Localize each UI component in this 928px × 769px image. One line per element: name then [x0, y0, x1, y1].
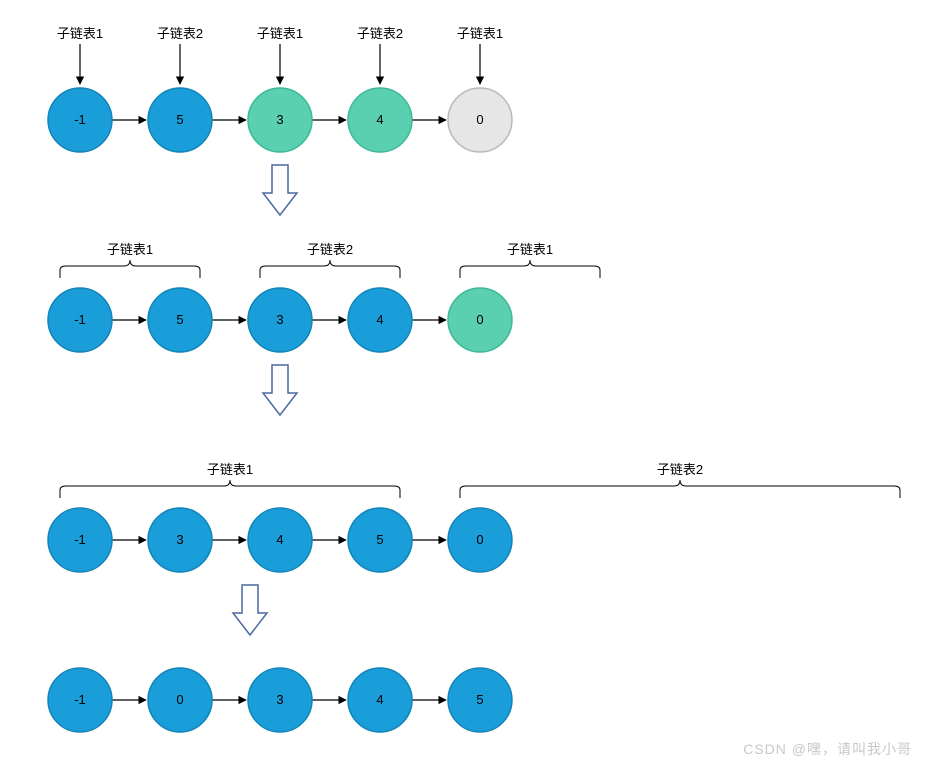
step-arrow-down-icon — [263, 365, 297, 415]
pointer-label: 子链表2 — [157, 26, 203, 41]
bracket-label: 子链表1 — [507, 242, 553, 257]
node-value: -1 — [74, 312, 86, 327]
node-value: -1 — [74, 112, 86, 127]
pointer-label: 子链表1 — [257, 26, 303, 41]
bracket-label: 子链表1 — [207, 462, 253, 477]
node-value: 0 — [176, 692, 183, 707]
bracket-label: 子链表1 — [107, 242, 153, 257]
bracket-label: 子链表2 — [657, 462, 703, 477]
step-arrow-down-icon — [263, 165, 297, 215]
watermark-text: CSDN @嘿，请叫我小哥 — [743, 739, 912, 759]
node-value: 4 — [276, 532, 283, 547]
pointer-label: 子链表1 — [457, 26, 503, 41]
node-value: 0 — [476, 532, 483, 547]
node-value: 5 — [376, 532, 383, 547]
node-value: 5 — [476, 692, 483, 707]
pointer-label: 子链表1 — [57, 26, 103, 41]
node-value: 3 — [276, 692, 283, 707]
diagram-canvas: -1 5 3 4 0 子链表1 子链表2 子链表1 子链表2 子链表1 -1 5 3 4 0 子链表1 子链表2… — [0, 0, 928, 769]
node-value: 3 — [176, 532, 183, 547]
group-bracket — [460, 480, 900, 498]
group-bracket — [60, 260, 200, 278]
node-value: 5 — [176, 112, 183, 127]
node-value: 0 — [476, 312, 483, 327]
node-value: 4 — [376, 112, 383, 127]
group-bracket — [260, 260, 400, 278]
node-value: -1 — [74, 692, 86, 707]
node-value: 3 — [276, 112, 283, 127]
node-value: 4 — [376, 312, 383, 327]
node-value: 0 — [476, 112, 483, 127]
node-value: 3 — [276, 312, 283, 327]
node-value: 4 — [376, 692, 383, 707]
pointer-label: 子链表2 — [357, 26, 403, 41]
bracket-label: 子链表2 — [307, 242, 353, 257]
node-value: 5 — [176, 312, 183, 327]
group-bracket — [460, 260, 600, 278]
step-arrow-down-icon — [233, 585, 267, 635]
group-bracket — [60, 480, 400, 498]
node-value: -1 — [74, 532, 86, 547]
